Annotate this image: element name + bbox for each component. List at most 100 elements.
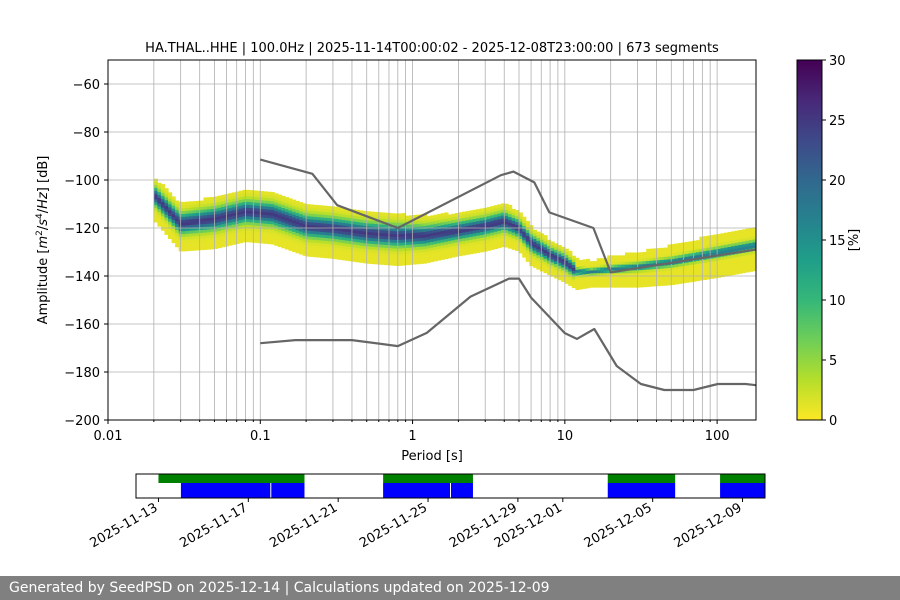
- psd-bin: [497, 238, 502, 243]
- psd-bin: [405, 218, 410, 223]
- psd-bin: [189, 247, 194, 251]
- psd-bin: [607, 255, 612, 259]
- psd-bin: [575, 260, 580, 265]
- psd-bin: [632, 264, 637, 268]
- psd-bin: [670, 244, 676, 248]
- psd-bin: [709, 275, 715, 279]
- psd-bin: [646, 254, 651, 259]
- psd-bin: [695, 274, 700, 279]
- psd-bin: [430, 235, 435, 240]
- psd-bin: [571, 273, 576, 277]
- psd-bin: [288, 241, 293, 246]
- psd-bin: [267, 220, 272, 224]
- psd-bin: [724, 232, 729, 237]
- psd-bin: [256, 193, 261, 198]
- psd-bin: [447, 254, 452, 259]
- psd-bin: [175, 240, 180, 245]
- psd-bin: [522, 245, 527, 249]
- psd-bin: [717, 248, 722, 252]
- psd-bin: [678, 251, 683, 256]
- psd-bin: [727, 249, 732, 253]
- psd-bin: [646, 266, 651, 270]
- psd-bin: [430, 255, 435, 260]
- psd-bin: [709, 266, 715, 271]
- psd-bin: [688, 278, 693, 283]
- psd-bin: [437, 239, 442, 244]
- psd-bin: [267, 229, 272, 233]
- psd-bin: [412, 220, 417, 225]
- psd-bin: [175, 229, 180, 233]
- psd-bin: [745, 228, 750, 233]
- psd-bin: [486, 241, 491, 246]
- psd-bin: [738, 261, 743, 266]
- psd-bin: [738, 229, 743, 234]
- psd-bin: [578, 283, 584, 287]
- psd-bin: [291, 219, 297, 224]
- psd-bin: [263, 220, 268, 224]
- psd-bin: [720, 267, 725, 272]
- psd-bin: [451, 245, 456, 249]
- psd-bin: [536, 245, 541, 250]
- psd-bin: [430, 229, 435, 234]
- psd-bin: [561, 275, 566, 280]
- psd-bin: [731, 254, 736, 258]
- psd-bin: [412, 246, 417, 251]
- psd-bin: [419, 234, 424, 239]
- psd-bin: [476, 249, 481, 253]
- psd-bin: [214, 199, 219, 203]
- psd-bin: [465, 239, 470, 244]
- psd-bin: [727, 269, 732, 273]
- psd-bin: [738, 247, 743, 251]
- psd-bin: [362, 225, 367, 229]
- psd-bin: [316, 213, 321, 218]
- psd-bin: [302, 229, 307, 233]
- psd-bin: [164, 191, 169, 195]
- psd-bin: [702, 262, 708, 266]
- psd-bin: [642, 260, 647, 265]
- psd-bin: [724, 238, 729, 242]
- psd-bin: [522, 251, 527, 255]
- psd-bin: [338, 207, 343, 211]
- psd-bin: [160, 212, 166, 217]
- psd-bin: [214, 202, 219, 206]
- psd-bin: [245, 224, 251, 228]
- psd-bin: [405, 224, 410, 228]
- psd-bin: [284, 202, 290, 207]
- psd-bin: [182, 224, 187, 229]
- psd-bin: [741, 237, 746, 242]
- psd-bin: [557, 262, 562, 266]
- psd-bin: [398, 250, 403, 255]
- psd-bin: [518, 215, 523, 219]
- psd-bin: [412, 215, 417, 219]
- psd-bin: [727, 266, 732, 270]
- psd-bin: [713, 246, 718, 250]
- psd-bin: [547, 257, 552, 261]
- psd-bin: [525, 229, 530, 234]
- psd-bin: [497, 224, 502, 228]
- psd-bin: [274, 207, 279, 212]
- psd-bin: [454, 227, 460, 231]
- psd-bin: [334, 252, 339, 257]
- psd-bin: [263, 208, 268, 213]
- psd-bin: [221, 232, 226, 236]
- psd-bin: [157, 214, 162, 218]
- psd-bin: [171, 236, 176, 241]
- psd-bin: [366, 237, 371, 241]
- psd-bin: [419, 257, 424, 262]
- psd-bin: [405, 232, 410, 237]
- psd-bin: [699, 248, 704, 252]
- psd-bin: [302, 220, 307, 225]
- psd-bin: [274, 219, 279, 223]
- psd-bin: [249, 192, 254, 197]
- psd-bin: [270, 192, 275, 196]
- psd-bin: [299, 248, 304, 252]
- psd-bin: [554, 249, 559, 253]
- psd-bin: [323, 240, 328, 244]
- psd-bin: [465, 216, 470, 221]
- psd-bin: [440, 250, 445, 255]
- psd-bin: [373, 246, 378, 250]
- psd-bin: [362, 239, 367, 244]
- psd-bin: [196, 246, 201, 251]
- psd-bin: [306, 224, 311, 228]
- psd-bin: [284, 240, 290, 244]
